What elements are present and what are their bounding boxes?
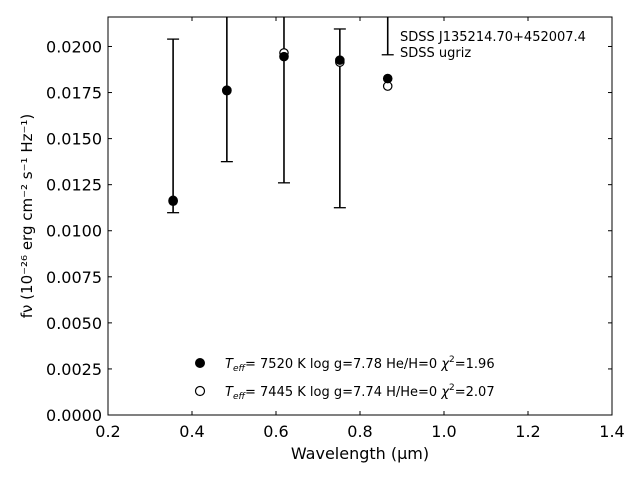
- x-axis: 0.2 0.4 0.6 0.8 1.0 1.2 1.4: [95, 17, 625, 441]
- annotation-object-name: SDSS J135214.70+452007.4: [400, 30, 586, 45]
- y-axis: 0.0000 0.0025 0.0050 0.0075 0.0100 0.0125 0.01…: [46, 37, 612, 425]
- y-tick-label: 0.0200: [46, 37, 102, 56]
- error-bars: [167, 17, 394, 214]
- legend-1-teff: 7520 K: [260, 357, 306, 372]
- data-points: [168, 48, 393, 207]
- legend-2-params: log g=7.74 H/He=0: [310, 385, 437, 400]
- model-point-filled: [382, 73, 393, 84]
- legend-1-chi: =1.96: [455, 357, 495, 372]
- legend-entry-1: Teff= 7520 K log g=7.78 He/H=0 χ2=1.96: [225, 355, 495, 374]
- legend-marker-filled: [195, 358, 205, 368]
- legend: Teff= 7520 K log g=7.78 He/H=0 χ2=1.96 T…: [194, 355, 495, 402]
- model-point-filled: [335, 55, 345, 65]
- x-tick-label: 0.6: [263, 422, 288, 441]
- plot-frame: [107, 16, 613, 416]
- x-tick-label: 0.4: [179, 422, 204, 441]
- model-point-filled: [279, 51, 289, 62]
- model-point-filled: [222, 85, 232, 95]
- legend-1-params: log g=7.78 He/H=0: [310, 357, 437, 372]
- legend-marker-open: [194, 385, 206, 397]
- y-tick-label: 0.0050: [46, 314, 102, 333]
- y-tick-label: 0.0150: [46, 130, 102, 149]
- x-tick-label: 0.8: [347, 422, 372, 441]
- y-tick-label: 0.0025: [46, 360, 102, 379]
- legend-2-teff: 7445 K: [260, 385, 306, 400]
- model-point-filled: [168, 196, 178, 207]
- y-tick-label: 0.0175: [46, 84, 102, 103]
- y-tick-label: 0.0100: [46, 222, 102, 241]
- y-tick-label: 0.0075: [46, 268, 102, 287]
- annotation-survey: SDSS ugriz: [400, 46, 471, 61]
- y-axis-label: fν (10⁻²⁶ erg cm⁻² s⁻¹ Hz⁻¹): [18, 114, 36, 319]
- y-tick-label: 0.0000: [46, 406, 102, 425]
- x-axis-label: Wavelength (μm): [291, 444, 429, 463]
- x-tick-label: 1.0: [431, 422, 456, 441]
- legend-2-chi: =2.07: [455, 385, 495, 400]
- x-tick-label: 1.4: [599, 422, 624, 441]
- x-tick-label: 0.2: [95, 422, 120, 441]
- legend-entry-2: Teff= 7445 K log g=7.74 H/He=0 χ2=2.07: [225, 383, 495, 402]
- x-tick-label: 1.2: [515, 422, 540, 441]
- y-tick-label: 0.0125: [46, 176, 102, 195]
